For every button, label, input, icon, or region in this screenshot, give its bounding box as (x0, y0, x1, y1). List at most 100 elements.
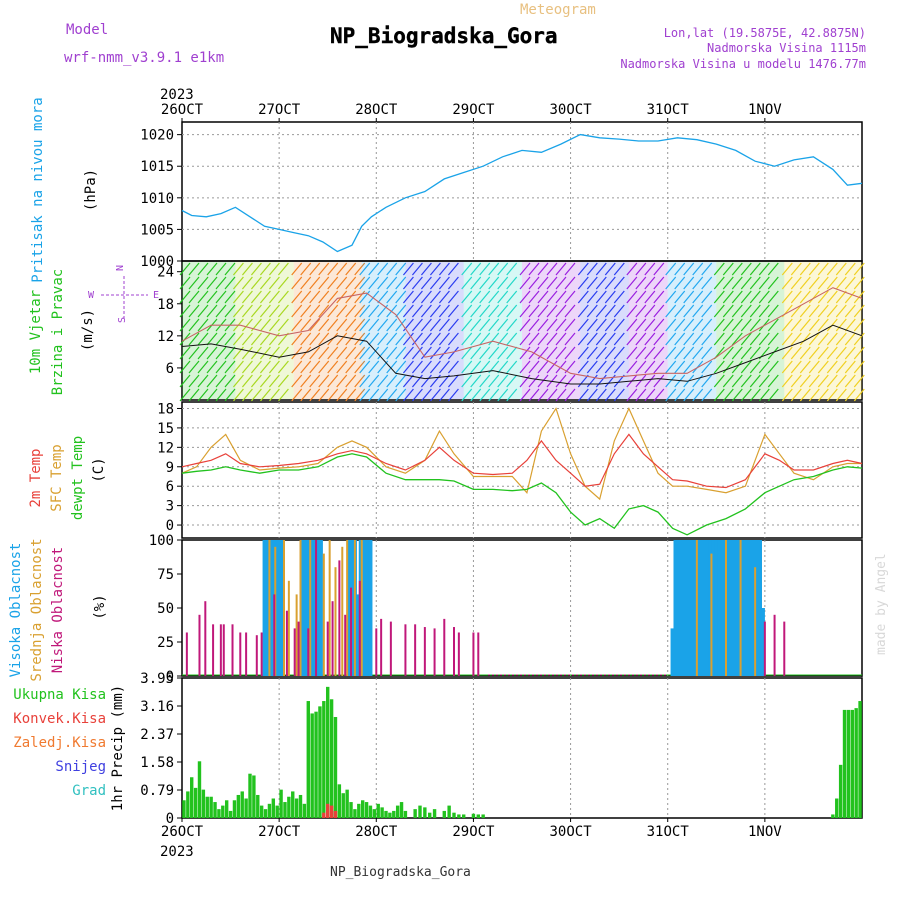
y-tick-label: 3.16 (140, 699, 174, 715)
wind-arrow (188, 290, 200, 304)
cloud-bar (743, 540, 748, 676)
wind-arrow (377, 290, 389, 304)
wind-arrow (215, 262, 227, 276)
wind-arrow (241, 290, 253, 304)
wind-arrow (790, 388, 802, 402)
wind-arrow (197, 304, 209, 318)
wind-arrow (411, 332, 423, 346)
precip-bar (228, 810, 233, 818)
year-label-top: 2023 (160, 87, 194, 103)
wind-arrow (411, 262, 423, 276)
wind-arrow (309, 360, 321, 374)
wind-arrow (224, 388, 236, 402)
y-tick-label: 6 (166, 361, 174, 377)
wind-arrow (354, 276, 366, 290)
wind-arrow (537, 360, 549, 374)
wind-arrow (377, 374, 389, 388)
pressure-unit: (hPa) (83, 169, 99, 211)
wind-arrow (537, 346, 549, 360)
cloud-bar (695, 540, 698, 676)
wind-arrow (345, 374, 357, 388)
wind-arrow (767, 262, 779, 276)
wind-arrow (354, 262, 366, 276)
wind-arrow (644, 290, 656, 304)
wind-arrow (395, 290, 407, 304)
precip-bar (341, 793, 345, 818)
label-layer: 26OCT 26OCT 27OCT 27OCT 28OCT 28OCT 29OCT 29OCT… (8, 97, 782, 840)
wind-arrow (488, 262, 500, 276)
wind-arrow (241, 304, 253, 318)
wind-arrow (420, 332, 432, 346)
wind-arrow (345, 262, 357, 276)
wind-arrow (447, 332, 459, 346)
elevation-label: Nadmorska Visina 1115m (707, 41, 866, 55)
cloud-bar (725, 540, 727, 676)
wind-arrow (564, 262, 576, 276)
wind-arrow (377, 318, 389, 332)
wind-arrow (701, 262, 713, 276)
wind-arrow (790, 290, 802, 304)
wind-arrow (359, 360, 371, 374)
wind-arrow (644, 318, 656, 332)
wind-arrow (740, 318, 752, 332)
wind-arrow (635, 332, 647, 346)
precip-bar (314, 711, 318, 818)
wind-arrow (461, 346, 473, 360)
wind-arrow (519, 388, 531, 402)
wind-arrow (808, 276, 820, 290)
wind-arrow (653, 276, 665, 290)
cloud-bar (688, 540, 693, 676)
wind-arrow (354, 388, 366, 402)
cloud-bar (273, 594, 276, 676)
2m-temp-line (181, 433, 863, 489)
watermark: made by Angel (874, 553, 889, 655)
wind-arrow (259, 318, 271, 332)
wind-arrow (519, 276, 531, 290)
day-label-bottom: 28OCT (355, 824, 398, 840)
wind-arrow (377, 388, 389, 402)
wind-arrow (318, 360, 330, 374)
wind-arrow (740, 290, 752, 304)
wind-arrow (692, 388, 704, 402)
precip-bar (854, 708, 858, 818)
wind-arrow (318, 388, 330, 402)
wind-arrow (844, 304, 856, 318)
wind-arrow (309, 290, 321, 304)
meteogram-subtitle: Meteogram (520, 2, 596, 18)
wind-arrow (206, 332, 218, 346)
wind-arrow (277, 388, 289, 402)
wind-arrow (564, 388, 576, 402)
wind-arrow (644, 304, 656, 318)
wind-arrow (790, 346, 802, 360)
precip-bar (287, 796, 291, 818)
wind-arrow (713, 332, 725, 346)
cloud-bar (763, 621, 766, 676)
wind-arrow (613, 388, 625, 402)
wind-arrow (731, 304, 743, 318)
wind-direction-band (182, 262, 236, 399)
cloud-bar (670, 628, 675, 676)
wind-arrow (336, 346, 348, 360)
wind-arrow (817, 360, 829, 374)
wind-arrow (368, 346, 380, 360)
wind-arrow (853, 276, 865, 290)
wind-arrow (241, 374, 253, 388)
wind-arrow (808, 304, 820, 318)
wind-arrow (577, 332, 589, 346)
wind-arrow (613, 332, 625, 346)
wind-arrow (626, 346, 638, 360)
precip-bar (201, 789, 206, 818)
wind-arrow (479, 374, 491, 388)
wind-arrow (537, 290, 549, 304)
cloud-bar (710, 553, 713, 676)
wind-arrow (722, 304, 734, 318)
precip-bar (291, 791, 295, 818)
mid-cloud-legend: Srednja Oblacnost (29, 538, 45, 681)
wind-arrow (402, 374, 414, 388)
wind-arrow (250, 360, 262, 374)
wind-arrow (853, 304, 865, 318)
wind-arrow (188, 360, 200, 374)
precip-bar (384, 810, 388, 818)
wind-arrow (250, 290, 262, 304)
wind-arrow (206, 374, 218, 388)
